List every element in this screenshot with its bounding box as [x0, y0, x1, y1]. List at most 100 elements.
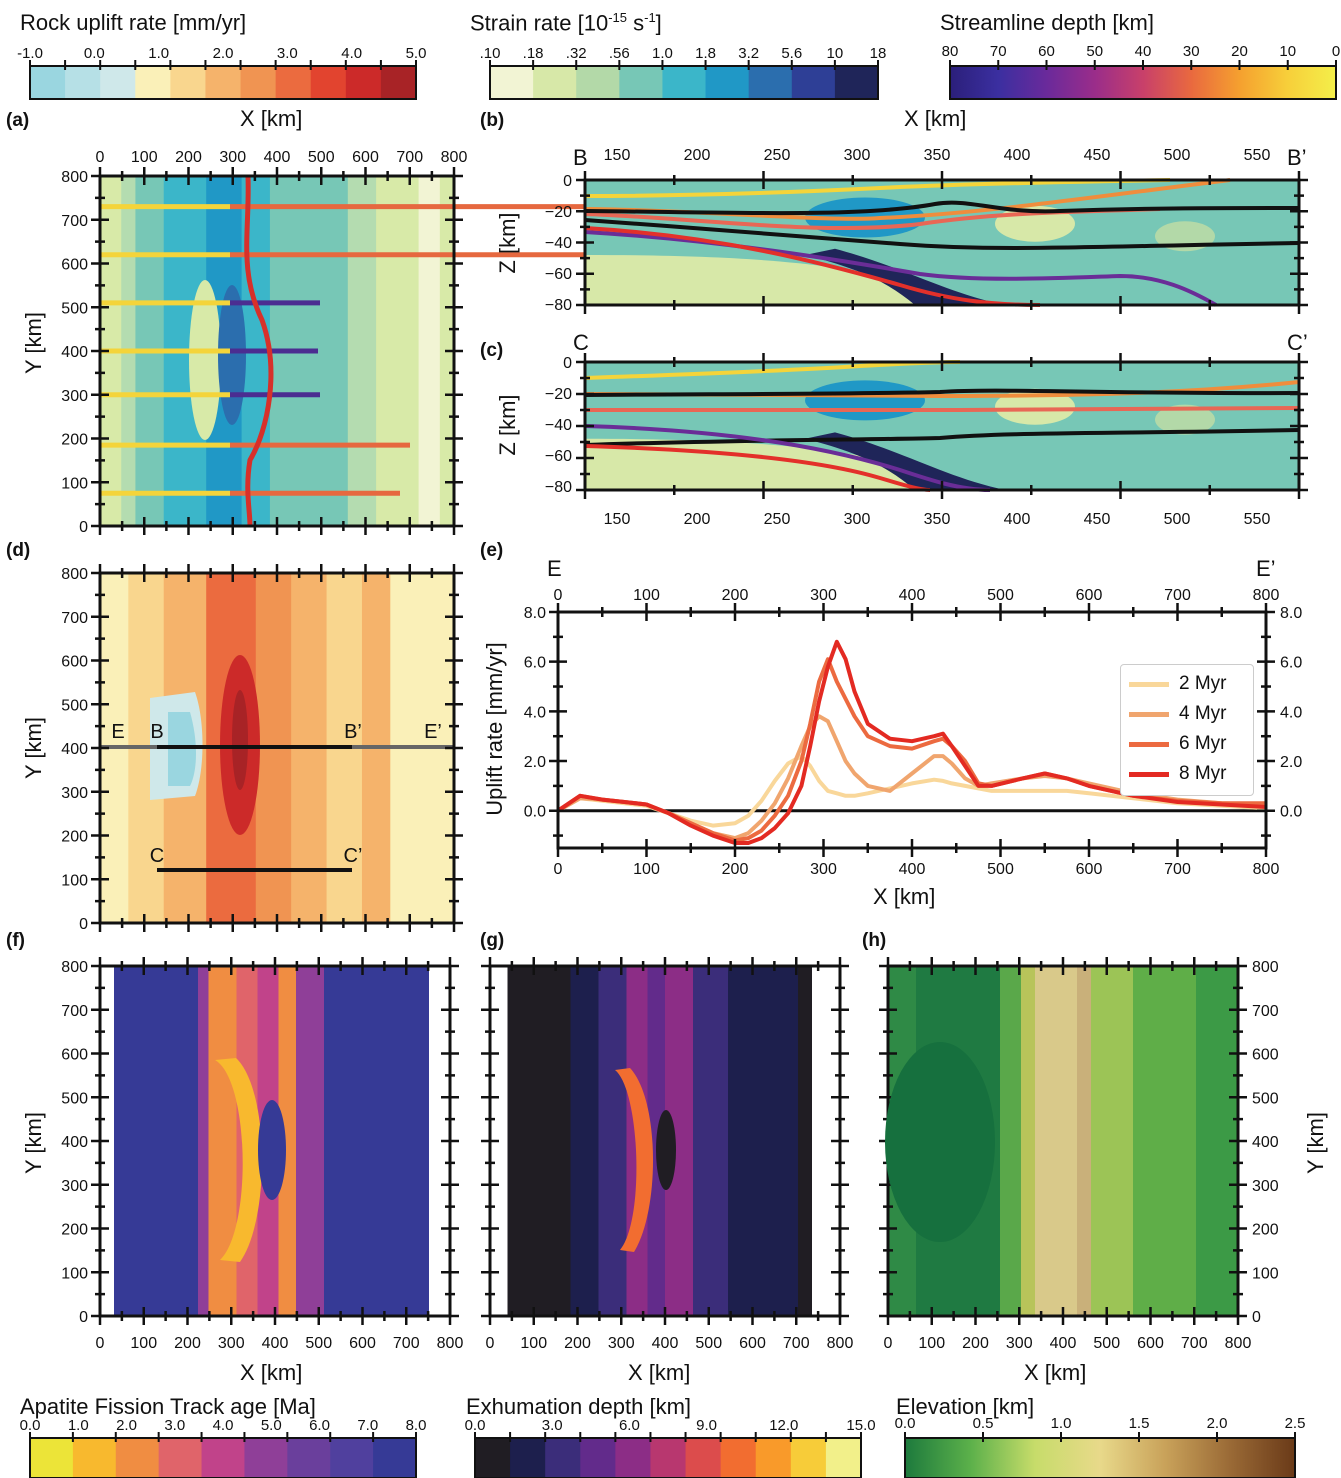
legend-entry: 6 Myr — [1129, 733, 1227, 755]
panel-a-ytick-label: 100 — [61, 475, 88, 492]
panel-d-ytick-label: 800 — [61, 566, 88, 583]
panel-e-right-ytick-label: 0.0 — [1280, 804, 1302, 821]
aft-cbar-swatch — [72, 1438, 117, 1478]
panel-b-ytick-label: 0 — [563, 173, 572, 190]
legend-swatch — [1129, 771, 1169, 777]
panel-a-xtick-label: 600 — [352, 149, 379, 166]
depth-cbar-tick-label: 80 — [942, 43, 959, 60]
panel-a-xtick-label: 0 — [96, 149, 105, 166]
uplift-cbar-swatch — [100, 66, 136, 99]
label-C: C — [150, 845, 164, 867]
panel-b-streamline — [584, 178, 1171, 198]
aft-cbar-tick-label: 6.0 — [309, 1417, 330, 1434]
panel-f-ytick-label: 500 — [61, 1090, 88, 1107]
uplift-cbar-tick-label: 2.0 — [213, 45, 234, 62]
exhum-cbar-swatch — [615, 1438, 651, 1478]
panel-c-xtick-label: 200 — [684, 511, 711, 528]
panel-e-legend: 2 Myr 4 Myr 6 Myr 8 Myr — [1120, 664, 1254, 796]
aft-young-zone — [215, 1058, 263, 1262]
uplift-cbar-swatch — [170, 66, 206, 99]
panel-f-band — [296, 966, 325, 1316]
panel-c-tag: (c) — [480, 340, 504, 361]
panel-c-xtick-label: 500 — [1164, 511, 1191, 528]
panel-e-top-xtick-label: 200 — [722, 587, 749, 604]
panel-h-band — [1000, 966, 1022, 1316]
panel-e-xtick-label: 600 — [1076, 861, 1103, 878]
panel-e-top-xtick-label: 100 — [633, 587, 660, 604]
panel-h-ytick-label: 100 — [1252, 1265, 1279, 1282]
strain-cbar-swatch — [490, 66, 534, 99]
aft-cbar-swatch — [287, 1438, 331, 1478]
panel-h-ytick-label: 400 — [1252, 1134, 1279, 1151]
panel-f-ytick-label: 800 — [61, 959, 88, 976]
legend-entry: 8 Myr — [1129, 763, 1227, 785]
strain-blob — [218, 285, 246, 425]
panel-b-xtick-label: 250 — [764, 147, 791, 164]
legend-swatch — [1129, 711, 1169, 717]
exhum-cbar-tick-label: 0.0 — [465, 1417, 486, 1434]
panel-e-xtick-label: 500 — [987, 861, 1014, 878]
strain-cbar-frame — [489, 65, 879, 100]
aft-cbar-tick-label: 0.0 — [20, 1417, 41, 1434]
strain-cbar-tick-label: 10 — [827, 45, 844, 62]
panel-f-xtick-label: 600 — [349, 1335, 376, 1352]
panel-b-ytick-label: −60 — [545, 266, 572, 283]
panel-d-ytick-label: 600 — [61, 654, 88, 671]
panel-e-top-xtick-label: 500 — [987, 587, 1014, 604]
panel-c-right-label: C’ — [1287, 330, 1308, 355]
panel-e-top-xtick-label: 400 — [899, 587, 926, 604]
panel-f-xtick-label: 800 — [437, 1335, 464, 1352]
panel-b-xtick-label: 200 — [684, 147, 711, 164]
strain-cbar-tick-label: .32 — [566, 45, 587, 62]
panel-c-xtick-label: 250 — [764, 511, 791, 528]
panel-f-xlabel: X [km] — [240, 1360, 303, 1385]
legend-entry: 2 Myr — [1129, 673, 1227, 695]
aft-cbar-swatch — [158, 1438, 203, 1478]
panel-e-right-ytick-label: 8.0 — [1280, 605, 1302, 622]
panel-f-ytick-label: 200 — [61, 1222, 88, 1239]
panel-g-band — [507, 966, 571, 1316]
panel-c-streamline — [584, 444, 931, 492]
strain-cbar-tick-label: .10 — [480, 45, 501, 62]
panel-e-top-xtick-label: 600 — [1076, 587, 1103, 604]
panel-b-xtick-label: 450 — [1084, 147, 1111, 164]
panel-h-xlabel: X [km] — [1024, 1360, 1087, 1385]
panel-e-ytick-label: 8.0 — [524, 605, 546, 622]
exhum-cbar-swatch — [755, 1438, 792, 1478]
panel-e-right-ytick-label: 2.0 — [1280, 754, 1302, 771]
panel-f-ytick-label: 700 — [61, 1003, 88, 1020]
panel-e-ytick-label: 2.0 — [524, 754, 546, 771]
panel-e-xtick-label: 300 — [810, 861, 837, 878]
uplift-cbar-swatch — [275, 66, 312, 99]
panel-a-xtick-label: 800 — [441, 149, 468, 166]
panel-g-xtick-label: 500 — [695, 1335, 722, 1352]
aft-old-core — [258, 1100, 286, 1200]
panel-a-xlabel: X [km] — [240, 106, 303, 131]
strain-cbar-tick-label: 3.2 — [738, 45, 759, 62]
elevation-colorbar-title: Elevation [km] — [896, 1394, 1035, 1419]
exhum-cbar-swatch — [650, 1438, 687, 1478]
panel-c-streamline — [584, 428, 1300, 447]
panel-f-xtick-label: 0 — [96, 1335, 105, 1352]
panel-b-ytick-label: −80 — [545, 297, 572, 314]
uplift-cbar-tick-label: 4.0 — [341, 45, 362, 62]
exhum-cbar-tick-label: 15.0 — [846, 1417, 875, 1434]
panel-b-streamline — [584, 200, 1300, 216]
panel-b-ytick-label: −40 — [545, 235, 572, 252]
panel-a-xtick-label: 200 — [175, 149, 202, 166]
panel-a-ytick-label: 800 — [61, 169, 88, 186]
panel-g-band — [798, 966, 813, 1316]
aft-cbar-tick-label: 4.0 — [213, 1417, 234, 1434]
panel-c-xtick-label: 350 — [924, 511, 951, 528]
panel-b-streamline — [584, 226, 1041, 307]
panel-b-xtick-label: 500 — [1164, 147, 1191, 164]
aft-cbar-tick-label: 7.0 — [357, 1417, 378, 1434]
panel-c-shear-zone — [805, 432, 1005, 490]
panel-c-xtick-label: 400 — [1004, 511, 1031, 528]
panel-d-ytick-label: 200 — [61, 829, 88, 846]
depth-cbar-tick-label: 40 — [1135, 43, 1152, 60]
elev-cbar-tick-label: 1.0 — [1051, 1415, 1072, 1432]
